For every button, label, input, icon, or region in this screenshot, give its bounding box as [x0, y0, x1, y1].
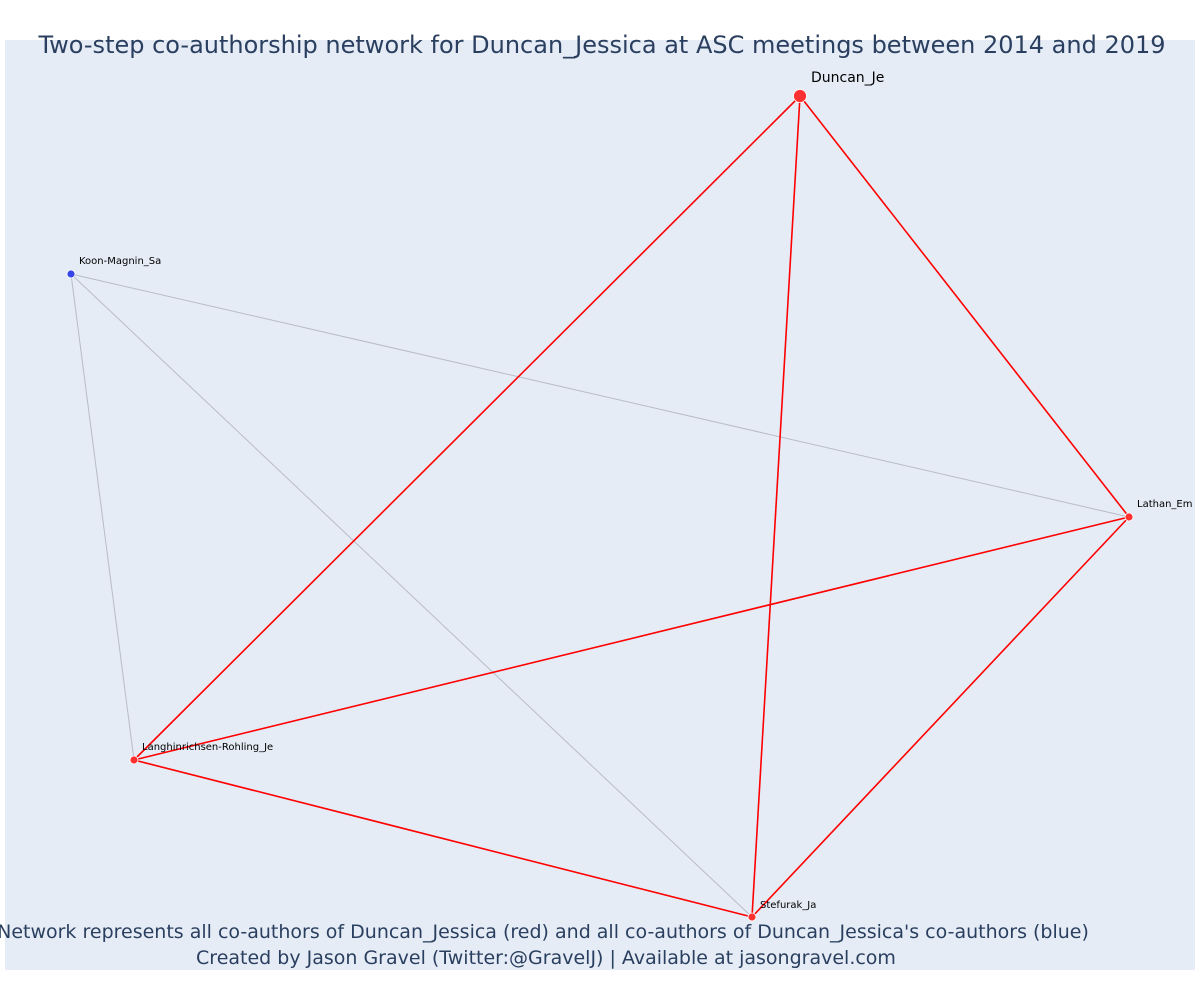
edge-koon-stefurak	[70, 273, 753, 918]
edge-langhinrichsen-stefurak	[133, 759, 753, 918]
node-lathan[interactable]	[1124, 512, 1134, 522]
node-label-stefurak: Stefurak_Ja	[760, 900, 816, 911]
caption-line-1: Network represents all co-authors of Dun…	[0, 921, 1089, 943]
edge-lathan-langhinrichsen	[133, 516, 1130, 761]
edge-duncan-langhinrichsen	[133, 95, 801, 761]
node-stefurak[interactable]	[747, 912, 757, 922]
node-label-lathan: Lathan_Em	[1137, 499, 1192, 510]
edge-koon-lathan	[70, 273, 1130, 518]
edge-lathan-stefurak	[751, 516, 1130, 918]
node-langhinrichsen[interactable]	[129, 755, 139, 765]
node-koon[interactable]	[66, 269, 76, 279]
edges-layer	[70, 95, 1130, 918]
nodes-layer: Duncan_Je Koon-Magnin_Sa Lathan_Em Langhinr…	[66, 70, 1192, 922]
node-label-koon: Koon-Magnin_Sa	[79, 256, 161, 267]
edge-koon-langhinrichsen	[70, 273, 135, 761]
edge-duncan-lathan	[799, 95, 1130, 518]
node-label-langhinrichsen: Langhinrichsen-Rohling_Je	[142, 742, 273, 753]
edge-duncan-stefurak	[751, 95, 801, 918]
chart-title: Two-step co-authorship network for Dunca…	[37, 31, 1165, 59]
node-label-duncan: Duncan_Je	[811, 70, 884, 86]
plot-background	[5, 40, 1195, 970]
caption-line-2: Created by Jason Gravel (Twitter:@Gravel…	[196, 947, 896, 969]
node-duncan[interactable]	[793, 89, 807, 103]
